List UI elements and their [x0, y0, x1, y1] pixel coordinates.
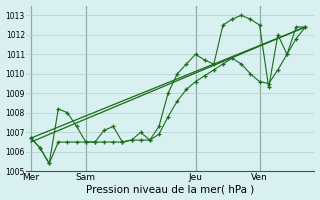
X-axis label: Pression niveau de la mer( hPa ): Pression niveau de la mer( hPa ): [86, 184, 254, 194]
